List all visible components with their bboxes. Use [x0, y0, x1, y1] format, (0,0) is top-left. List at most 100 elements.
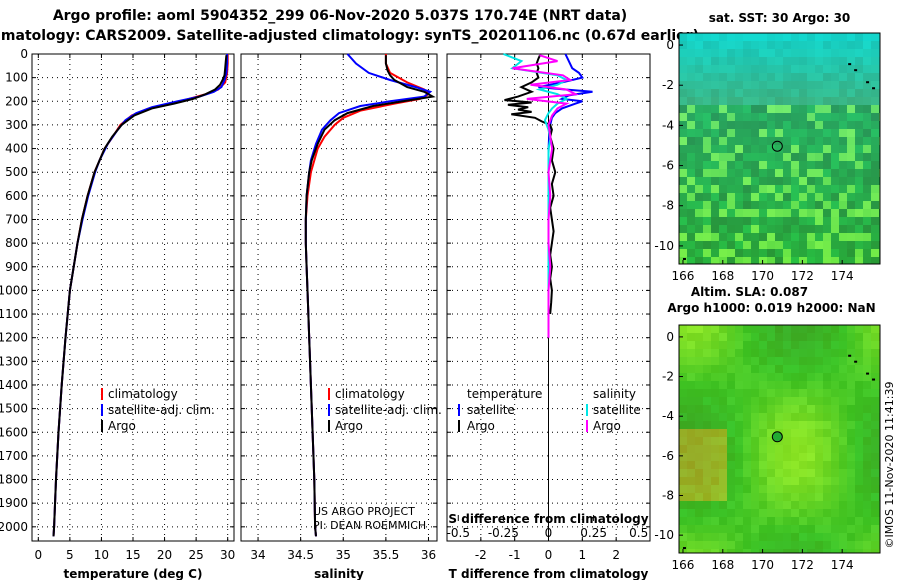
sst_map-cell: [719, 161, 727, 169]
sla_map-cell: [679, 389, 687, 397]
sla_map-cell: [863, 437, 871, 445]
sla_map-cell: [871, 381, 879, 389]
sla_map-cell: [751, 533, 759, 541]
sla_map-cell: [815, 517, 823, 525]
sst_map-cell: [847, 129, 855, 137]
sst_map-cell: [823, 65, 831, 73]
sla_map-cell: [863, 453, 871, 461]
sla_map-cell: [863, 357, 871, 365]
sla_map-cell: [855, 349, 863, 357]
sst_map-cell: [735, 169, 743, 177]
sla_map-cell: [807, 357, 815, 365]
sst_map-cell: [735, 225, 743, 233]
sst_map-cell: [791, 257, 799, 264]
sla_map-cell: [855, 525, 863, 533]
sst_map-cell: [767, 41, 775, 49]
sst_map-cell: [863, 137, 871, 145]
sla_map-cell: [823, 517, 831, 525]
sla_map-cell: [735, 493, 743, 501]
sst_map-cell: [695, 65, 703, 73]
sla-map-title-1: Altim. SLA: 0.087: [691, 285, 808, 299]
sst_map-cell: [871, 209, 879, 217]
sst_map-cell: [823, 81, 831, 89]
sst_map-cell: [815, 233, 823, 241]
sla_map-cell: [871, 517, 879, 525]
sla_map-cell: [719, 325, 727, 333]
sla_map-cell: [799, 445, 807, 453]
sst_map-cell: [719, 65, 727, 73]
sla_map-cell: [743, 373, 751, 381]
sla_map-cell: [759, 413, 767, 421]
sla_map-cell: [847, 381, 855, 389]
sla_map-cell: [687, 325, 695, 333]
sla_map-cell: [791, 357, 799, 365]
sla_map-cell: [679, 453, 687, 461]
sla_map-cell: [775, 453, 783, 461]
sla_map-cell: [775, 397, 783, 405]
sst_map-cell: [847, 89, 855, 97]
sst_map-cell: [735, 209, 743, 217]
sla_map-cell: [759, 469, 767, 477]
difference-series-t-argo: [504, 54, 557, 315]
sst_map-cell: [847, 81, 855, 89]
sla_map-cell: [831, 357, 839, 365]
sla-map-title-2: Argo h1000: 0.019 h2000: NaN: [667, 301, 875, 315]
sla_map-cell: [735, 477, 743, 485]
sla_map-cell: [815, 357, 823, 365]
sla_map-cell: [783, 485, 791, 493]
sst_map-cell: [791, 73, 799, 81]
sla_map-cell: [847, 541, 855, 549]
sla_map-cell: [815, 373, 823, 381]
sst_map-cell: [855, 65, 863, 73]
sla_map-cell: [855, 541, 863, 549]
sst_map-cell: [823, 241, 831, 249]
sst_map-cell: [831, 137, 839, 145]
sst_map-cell: [735, 33, 743, 41]
sst_map-cell: [679, 73, 687, 81]
sst_map-cell: [735, 97, 743, 105]
sst_map-cell: [855, 33, 863, 41]
sla_map-cell: [735, 437, 743, 445]
sla_map-cell: [687, 461, 695, 469]
sla_map-cell: [759, 541, 767, 549]
sla_map-cell: [839, 373, 847, 381]
sst_map-cell: [871, 137, 879, 145]
sla_map-cell: [743, 341, 751, 349]
sst_map-cell: [767, 201, 775, 209]
sla_map-cell: [799, 325, 807, 333]
sst_map-cell: [807, 185, 815, 193]
sla_map-cell: [863, 397, 871, 405]
sla_map-cell: [815, 325, 823, 333]
sla_map-cell: [743, 485, 751, 493]
depth-tick-label: 1600: [0, 425, 28, 439]
sst_map-cell: [711, 57, 719, 65]
sst_map-cell: [831, 41, 839, 49]
sst_map-cell: [743, 153, 751, 161]
sst_map-cell: [735, 217, 743, 225]
sst_map-cell: [719, 41, 727, 49]
sla_map-cell: [855, 493, 863, 501]
sst_map-cell: [791, 89, 799, 97]
sla_map-cell: [791, 341, 799, 349]
sst_map-cell: [839, 33, 847, 41]
sst_map-cell: [775, 113, 783, 121]
sst_map-cell: [775, 233, 783, 241]
sla_map-cell: [767, 509, 775, 517]
sst_map-cell: [759, 209, 767, 217]
sst_map-cell: [839, 89, 847, 97]
sla_map-cell: [807, 477, 815, 485]
sla_map-cell: [711, 461, 719, 469]
sst_map-cell: [823, 161, 831, 169]
title-line-2: Climatology: CARS2009. Satellite-adjuste…: [0, 28, 699, 44]
sla_map-cell: [775, 413, 783, 421]
sla_map-cell: [727, 333, 735, 341]
sst_map-cell: [743, 233, 751, 241]
sst_map-cell: [775, 97, 783, 105]
sla_map-cell: [719, 493, 727, 501]
sst_map-cell: [799, 177, 807, 185]
sla_map-cell: [871, 509, 879, 517]
sst_map-cell: [783, 33, 791, 41]
sla_map-cell: [863, 541, 871, 549]
sla_map-cell: [711, 381, 719, 389]
sst_map-cell: [791, 49, 799, 57]
